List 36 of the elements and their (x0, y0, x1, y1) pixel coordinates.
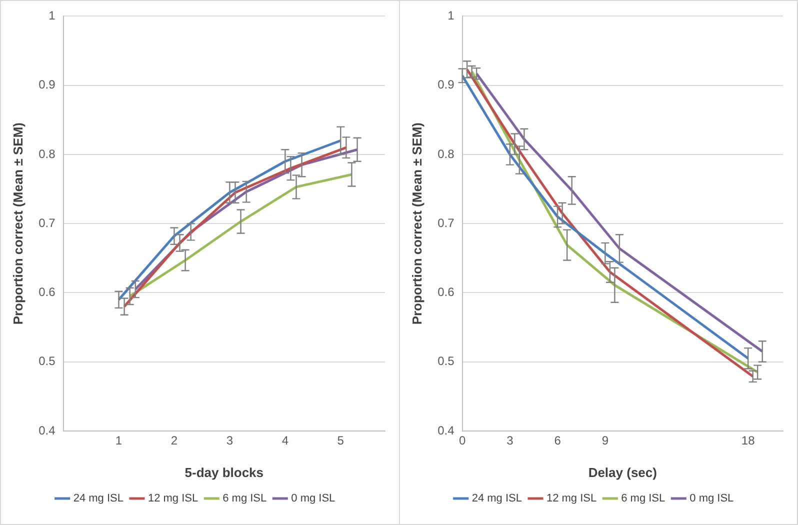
legend-label: 0 mg ISL (291, 492, 336, 505)
x-tick-label: 2 (170, 434, 178, 448)
y-tick-label: 0.6 (438, 285, 455, 300)
y-tick-label: 0.6 (38, 285, 56, 300)
x-tick-label: 3 (506, 434, 514, 448)
legend-label: 24 mg ISL (73, 492, 124, 505)
y-axis-title: Proportion correct (Mean ± SEM) (409, 122, 424, 325)
x-axis-title: 5-day blocks (184, 464, 264, 480)
y-tick-label: 0.7 (438, 216, 455, 230)
x-tick-label: 9 (602, 434, 609, 448)
legend-label: 24 mg ISL (472, 492, 522, 505)
legend-label: 0 mg ISL (690, 492, 734, 505)
y-tick-label: 1 (48, 8, 56, 23)
y-tick-label: 0.5 (438, 354, 455, 368)
y-tick-label: 0.4 (438, 423, 455, 438)
x-tick-label: 3 (226, 434, 234, 448)
x-tick-label: 1 (115, 434, 122, 448)
x-tick-label: 5 (337, 434, 344, 448)
y-axis-title: Proportion correct (Mean ± SEM) (10, 122, 26, 325)
y-tick-label: 0.8 (438, 146, 455, 161)
y-tick-label: 0.8 (38, 146, 56, 161)
y-tick-label: 0.9 (38, 78, 56, 92)
y-tick-label: 0.7 (38, 216, 56, 230)
x-tick-label: 0 (458, 434, 466, 448)
y-tick-label: 0.5 (38, 354, 56, 368)
x-tick-label: 18 (741, 434, 756, 448)
legend-label: 6 mg ISL (621, 492, 666, 505)
legend-label: 12 mg ISL (148, 492, 198, 505)
legend-label: 12 mg ISL (546, 492, 597, 505)
y-tick-label: 0.9 (438, 78, 455, 92)
y-tick-label: 0.4 (38, 423, 56, 438)
y-tick-label: 1 (448, 8, 455, 23)
x-axis-title: Delay (sec) (588, 464, 657, 480)
legend-label: 6 mg ISL (222, 492, 267, 505)
x-tick-label: 6 (554, 434, 562, 448)
x-tick-label: 4 (282, 434, 289, 448)
